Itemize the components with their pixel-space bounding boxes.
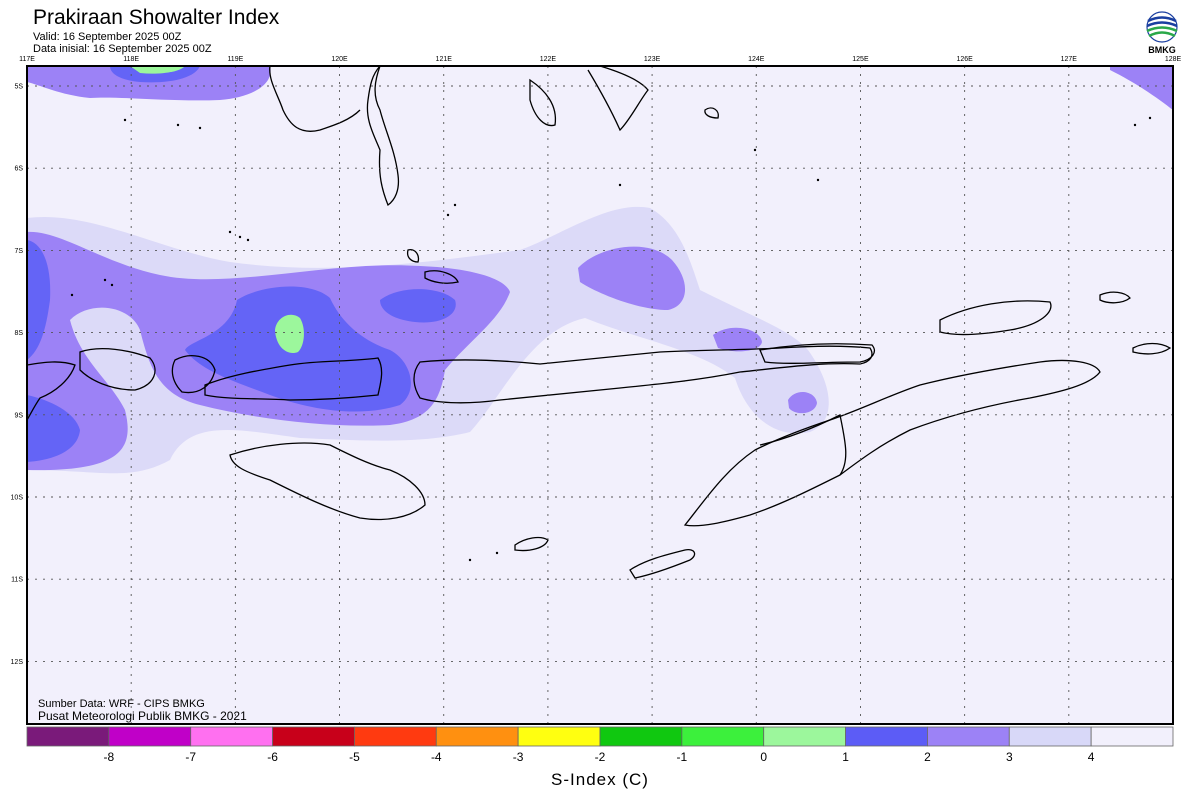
coast-flores bbox=[413, 345, 873, 404]
coast-small-island-1 bbox=[1099, 291, 1131, 304]
colorbar-tick-label: -6 bbox=[267, 750, 278, 764]
colorbar-cell bbox=[599, 726, 683, 747]
colorbar-cell bbox=[763, 726, 846, 747]
coast-bali bbox=[79, 348, 156, 391]
colorbar-tick-label: 4 bbox=[1088, 750, 1095, 764]
coast-lombok bbox=[171, 355, 216, 394]
lat-label-10S: 10S bbox=[11, 495, 24, 502]
valid-time: Valid: 16 September 2025 00Z bbox=[33, 31, 182, 43]
publisher: Pusat Meteorologi Publik BMKG - 2021 bbox=[38, 709, 247, 723]
lon-label-123E: 123E bbox=[644, 56, 661, 63]
lat-label-6S: 6S bbox=[14, 166, 23, 173]
colorbar-tick-label: -5 bbox=[349, 750, 360, 764]
contour-fills bbox=[27, 66, 1173, 474]
contour-light-purple-flores bbox=[713, 327, 762, 352]
colorbar-tick-label: 1 bbox=[842, 750, 849, 764]
contour-green-sumbawa bbox=[275, 314, 304, 354]
colorbar-tick-label: 2 bbox=[924, 750, 931, 764]
border-timor-leste bbox=[759, 414, 847, 476]
colorbar-cell bbox=[108, 726, 192, 747]
lon-label-118E: 118E bbox=[123, 56, 139, 63]
lat-label-7S: 7S bbox=[14, 248, 23, 255]
lon-label-124E: 124E bbox=[748, 56, 765, 63]
logo-text: BMKG bbox=[1148, 45, 1176, 55]
lat-label-11S: 11S bbox=[11, 577, 23, 584]
colorbar-tick-label: -8 bbox=[104, 750, 115, 764]
coast-alor bbox=[759, 343, 875, 364]
coast-sumba bbox=[229, 442, 426, 521]
contour-light-purple-north bbox=[27, 66, 271, 101]
coast-small-island-2 bbox=[1132, 342, 1172, 355]
lon-label-119E: 119E bbox=[227, 56, 243, 63]
coast-tanahjampea bbox=[424, 270, 459, 284]
colorbar-tick-label: -3 bbox=[513, 750, 524, 764]
gridlines bbox=[27, 66, 1173, 724]
coast-sulawesi-sw bbox=[269, 66, 361, 132]
coast-java-east bbox=[27, 361, 76, 421]
coast-wowoni bbox=[704, 107, 719, 119]
longitude-labels: 117E 118E 119E 120E 121E 122E 123E 124E 125E 126E… bbox=[19, 56, 1181, 63]
bmkg-logo-icon: BMKG bbox=[1146, 11, 1178, 55]
colorbar-tick-label: -1 bbox=[677, 750, 688, 764]
coastlines bbox=[27, 66, 1172, 579]
colorbar-cell bbox=[845, 726, 928, 747]
coast-sumbawa bbox=[204, 357, 383, 401]
colorbar-cell bbox=[517, 726, 601, 747]
colorbar-tick-label: 0 bbox=[760, 750, 767, 764]
coast-sulawesi bbox=[366, 66, 400, 207]
colorbar-cell bbox=[26, 726, 110, 747]
contour-green-north bbox=[130, 66, 185, 74]
data-source: Sumber Data: WRF - CIPS BMKG bbox=[38, 698, 205, 710]
contour-blue-sea bbox=[380, 289, 456, 323]
colorbar-cell bbox=[435, 726, 519, 747]
coast-savu bbox=[514, 536, 549, 552]
lon-label-126E: 126E bbox=[956, 56, 973, 63]
colorbar-tick-label: 3 bbox=[1006, 750, 1013, 764]
coast-buton bbox=[529, 78, 557, 127]
lon-label-117E: 117E bbox=[19, 56, 35, 63]
colorbar-cell bbox=[681, 726, 765, 747]
colorbar-tick-label: -2 bbox=[595, 750, 606, 764]
colorbar-cell bbox=[190, 726, 273, 747]
coast-timor bbox=[683, 359, 1101, 527]
colorbar-title: S-Index (C) bbox=[551, 770, 649, 789]
coast-selayar bbox=[406, 249, 420, 263]
map-frame bbox=[26, 65, 1174, 725]
map-title: Prakiraan Showalter Index bbox=[33, 6, 280, 29]
lon-label-121E: 121E bbox=[436, 56, 453, 63]
contour-light-purple-east bbox=[578, 246, 686, 310]
lon-label-120E: 120E bbox=[331, 56, 348, 63]
colorbar-cell bbox=[272, 726, 355, 747]
colorbar-cell bbox=[354, 726, 437, 747]
colorbar-cell bbox=[1008, 726, 1092, 747]
lat-label-8S: 8S bbox=[14, 330, 23, 337]
coast-sulawesi-se bbox=[587, 66, 649, 132]
colorbar-tick-label: -7 bbox=[185, 750, 196, 764]
contour-blue-sw bbox=[27, 395, 80, 462]
coast-wetar bbox=[939, 300, 1052, 336]
latitude-labels: 5S 6S 7S 8S 9S 10S 11S 12S bbox=[11, 84, 24, 666]
lon-label-128E: 128E bbox=[1165, 56, 1182, 63]
contour-blue-west bbox=[27, 240, 51, 360]
lat-label-12S: 12S bbox=[11, 659, 24, 666]
lon-label-125E: 125E bbox=[852, 56, 869, 63]
lat-label-5S: 5S bbox=[14, 84, 23, 91]
colorbar-cell bbox=[1090, 726, 1174, 747]
weather-map: 117E 118E 119E 120E 121E 122E 123E 124E 125E 126E… bbox=[11, 56, 1181, 725]
colorbar-tick-label: -4 bbox=[431, 750, 442, 764]
contour-light-purple-ne bbox=[1110, 66, 1173, 110]
initial-data-time: Data inisial: 16 September 2025 00Z bbox=[33, 43, 212, 55]
lat-label-9S: 9S bbox=[14, 412, 23, 419]
colorbar: -8 -7 -6 -5 -4 -3 -2 -1 0 1 2 3 4 bbox=[26, 726, 1174, 764]
colorbar-cell bbox=[927, 726, 1010, 747]
coast-rote bbox=[629, 549, 696, 579]
lon-label-127E: 127E bbox=[1061, 56, 1078, 63]
contour-light-purple-timor bbox=[788, 392, 817, 414]
lon-label-122E: 122E bbox=[540, 56, 557, 63]
small-island-dots bbox=[70, 116, 1152, 562]
